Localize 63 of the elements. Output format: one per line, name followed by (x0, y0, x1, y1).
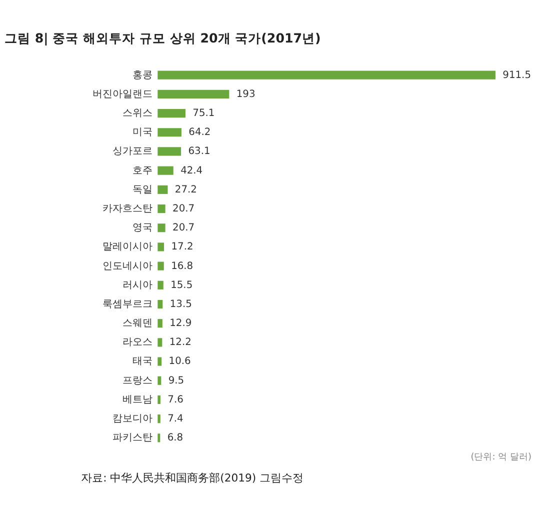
bar (158, 395, 160, 404)
bar (158, 319, 162, 328)
y-tick-label: 홍콩 (132, 70, 153, 81)
data-label: 911.5 (502, 70, 531, 81)
data-label: 42.4 (180, 165, 203, 176)
y-tick-label: 베트남 (122, 394, 153, 406)
y-tick-label: 버진아일랜드 (92, 88, 153, 100)
text: (단위: 억 달러) (470, 452, 532, 463)
y-tick-label: 룩셈부르크 (102, 298, 153, 310)
data-label: 9.5 (168, 375, 184, 386)
bar (158, 147, 182, 156)
y-tick-label: 영국 (132, 222, 153, 234)
data-label: 17.2 (171, 242, 194, 253)
bar (158, 166, 174, 175)
bar (158, 280, 164, 290)
y-tick-label: 카자흐스탄 (102, 203, 153, 214)
bar (158, 108, 186, 118)
data-label: 10.6 (168, 356, 191, 368)
bar (158, 414, 160, 424)
bar (158, 338, 162, 347)
data-label: 193 (236, 88, 256, 100)
bar (158, 434, 160, 442)
data-label: 20.7 (172, 203, 195, 214)
bar (158, 357, 162, 366)
y-tick-label: 미국 (132, 127, 153, 138)
text: 자료: 中华人民共和国商务部(2019) 그림수정 (81, 471, 304, 484)
data-label: 75.1 (192, 108, 215, 119)
y-tick-label: 파키스탄 (112, 432, 153, 444)
bar (158, 242, 164, 252)
data-label: 7.4 (168, 414, 184, 425)
data-label: 15.5 (170, 280, 193, 291)
bar (158, 262, 164, 270)
bar (158, 224, 166, 232)
bar (158, 185, 168, 194)
y-tick-label: 러시아 (122, 280, 153, 291)
y-tick-label: 인도네시아 (102, 260, 153, 272)
y-tick-label: 말레이시아 (102, 242, 153, 253)
y-tick-label: 캄보디아 (112, 414, 153, 425)
data-label: 64.2 (188, 127, 211, 138)
y-tick-label: 프랑스 (122, 375, 153, 386)
y-tick-label: 독일 (132, 184, 153, 196)
y-tick-label: 라오스 (122, 337, 153, 348)
data-label: 20.7 (172, 222, 195, 234)
bar (158, 90, 230, 98)
data-label: 12.9 (170, 318, 192, 330)
data-label: 27.2 (174, 184, 197, 196)
bar (158, 128, 182, 137)
y-tick-label: 싱가포르 (112, 146, 153, 158)
data-label: 63.1 (188, 146, 210, 158)
data-label: 12.2 (169, 337, 192, 348)
y-tick-label: 태국 (132, 356, 153, 368)
data-label: 13.5 (170, 298, 192, 310)
data-label: 6.8 (167, 432, 184, 444)
data-label: 7.6 (168, 394, 184, 406)
bar (158, 300, 163, 309)
y-tick-label: 호주 (132, 165, 153, 176)
chart-title: 그림 8| 중국 해외투자 규모 상위 20개 국가(2017년) (4, 30, 321, 46)
bar (158, 70, 496, 80)
bar (158, 204, 166, 214)
y-tick-label: 스웨덴 (122, 318, 153, 330)
data-label: 16.8 (171, 260, 194, 272)
bar (158, 376, 162, 385)
y-tick-label: 스위스 (122, 108, 153, 119)
